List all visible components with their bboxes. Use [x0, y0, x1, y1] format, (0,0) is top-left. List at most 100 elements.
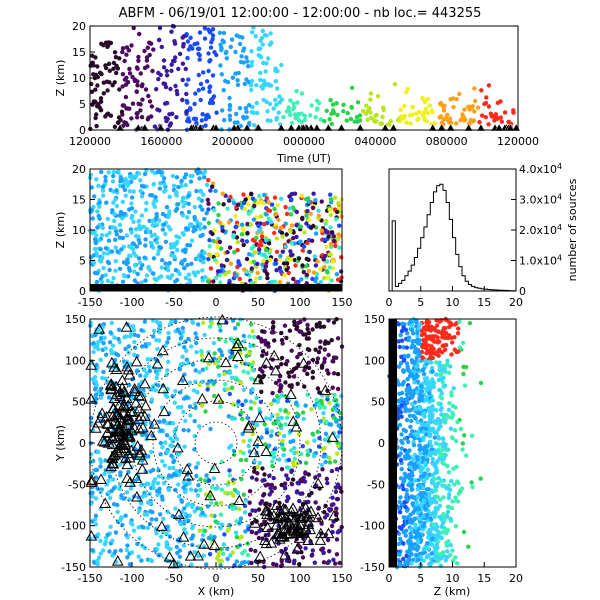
station-triangle	[95, 473, 107, 484]
xy-point	[318, 324, 323, 329]
zy-point	[437, 535, 443, 540]
xy-point	[256, 507, 262, 512]
xy-point	[92, 345, 98, 350]
time-height-point	[253, 34, 258, 39]
time-height-point	[260, 86, 265, 91]
time-height-point	[107, 68, 113, 74]
time-height-point	[404, 120, 409, 125]
zy-point	[415, 487, 420, 492]
time-height-point	[511, 110, 516, 115]
time-height-point	[112, 50, 118, 55]
xy-point	[184, 348, 189, 353]
zy-y-tick-label: -150	[360, 561, 385, 574]
time-height-point	[309, 103, 314, 108]
zy-point	[416, 478, 421, 483]
zy-point	[444, 530, 449, 536]
xy-point	[229, 375, 235, 380]
xy-panel: -150 -100 -50 0 50 100 150-150-100-50050100150…	[54, 313, 353, 598]
time-height-point	[103, 114, 108, 119]
xz-point	[278, 225, 284, 230]
xy-point	[127, 497, 132, 502]
zy-point	[409, 418, 414, 424]
xy-point	[101, 340, 106, 346]
xy-point	[132, 352, 137, 357]
xy-point	[321, 411, 326, 416]
xy-point	[238, 520, 243, 525]
zy-point	[415, 330, 420, 336]
xy-point	[209, 513, 214, 518]
xy-point	[166, 359, 171, 365]
zy-point	[410, 501, 415, 506]
xy-point	[100, 375, 105, 381]
xz-point	[131, 219, 136, 224]
zy-point	[450, 558, 456, 563]
time-height-point	[237, 41, 243, 47]
xz-point	[299, 277, 304, 282]
xz-point	[179, 178, 184, 184]
xy-point	[187, 404, 193, 409]
time-height-point	[135, 115, 140, 120]
xz-point	[235, 202, 241, 207]
time-height-point	[334, 101, 339, 106]
xy-point	[100, 548, 106, 553]
time-height-point	[201, 70, 206, 75]
zy-point	[424, 512, 430, 518]
zy-point	[409, 561, 414, 566]
xy-point	[259, 435, 264, 440]
time-height-point	[363, 111, 369, 116]
time-height-point	[199, 118, 204, 123]
station-triangle	[182, 469, 195, 481]
xz-point	[138, 266, 143, 271]
xy-point	[330, 359, 335, 364]
time-height-point	[251, 123, 257, 128]
xy-point	[200, 510, 205, 516]
time-height-point	[93, 55, 98, 60]
time-height-point	[244, 77, 249, 82]
xz-point	[103, 178, 108, 184]
zy-point	[399, 354, 404, 359]
zy-point	[450, 410, 455, 416]
xz-point	[189, 261, 194, 266]
xy-point	[323, 459, 328, 465]
xz-point	[289, 197, 294, 202]
xy-point	[334, 407, 339, 413]
xy-point	[270, 390, 275, 396]
xy-point	[275, 412, 280, 417]
xz-point	[260, 262, 265, 267]
xy-point	[241, 451, 246, 456]
zy-point	[418, 490, 423, 496]
xy-point	[222, 532, 227, 537]
time-height-point	[365, 117, 370, 123]
xy-point	[243, 361, 248, 366]
time-height-point	[93, 87, 98, 92]
ground-marker	[446, 123, 455, 132]
xy-point	[145, 525, 151, 531]
xy-point	[260, 466, 265, 471]
zy-point	[419, 388, 424, 394]
xy-point	[128, 331, 134, 337]
time-height-point	[424, 119, 429, 124]
xz-point	[264, 196, 269, 201]
xz-point	[313, 231, 319, 236]
xy-point	[93, 513, 99, 518]
xz-point	[278, 253, 283, 259]
zy-point	[435, 349, 441, 354]
xz-point	[312, 254, 317, 259]
xy-point	[334, 355, 339, 360]
xy-point	[303, 460, 309, 466]
time-height-point	[203, 123, 208, 128]
xz-point	[189, 238, 195, 243]
xz-point	[124, 233, 130, 238]
xz-point	[248, 222, 254, 227]
xz-point	[220, 225, 225, 230]
station-triangle	[138, 377, 151, 389]
xy-point	[175, 327, 181, 332]
xz-point	[120, 216, 125, 221]
station-triangle	[249, 517, 261, 528]
time-height-point	[373, 113, 378, 119]
xy-point	[155, 346, 160, 352]
time-height-point	[186, 77, 191, 82]
time-height-point	[134, 89, 139, 95]
xz-point	[183, 249, 188, 255]
